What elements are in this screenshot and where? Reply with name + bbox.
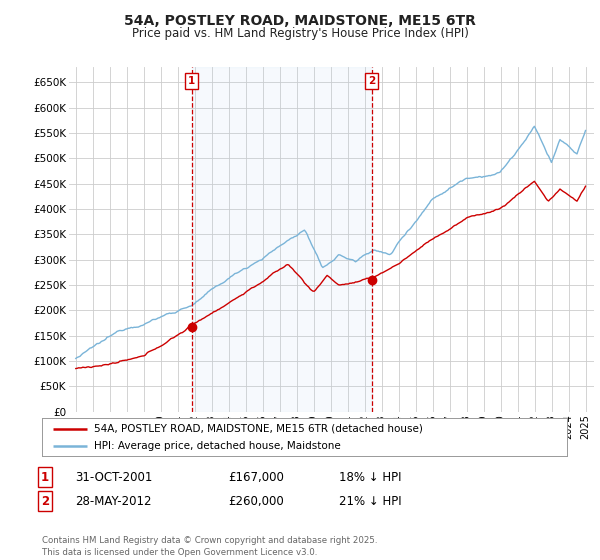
Text: £167,000: £167,000 — [228, 470, 284, 484]
Text: 2: 2 — [368, 76, 375, 86]
Bar — [192, 67, 371, 412]
Text: 21% ↓ HPI: 21% ↓ HPI — [339, 494, 401, 508]
Text: 28-MAY-2012: 28-MAY-2012 — [75, 494, 151, 508]
Text: £260,000: £260,000 — [228, 494, 284, 508]
Text: 1: 1 — [41, 470, 49, 484]
Text: HPI: Average price, detached house, Maidstone: HPI: Average price, detached house, Maid… — [95, 441, 341, 451]
Text: 18% ↓ HPI: 18% ↓ HPI — [339, 470, 401, 484]
Text: 2: 2 — [41, 494, 49, 508]
Text: Price paid vs. HM Land Registry's House Price Index (HPI): Price paid vs. HM Land Registry's House … — [131, 27, 469, 40]
Text: 54A, POSTLEY ROAD, MAIDSTONE, ME15 6TR (detached house): 54A, POSTLEY ROAD, MAIDSTONE, ME15 6TR (… — [95, 424, 424, 434]
Text: 54A, POSTLEY ROAD, MAIDSTONE, ME15 6TR: 54A, POSTLEY ROAD, MAIDSTONE, ME15 6TR — [124, 14, 476, 28]
Text: Contains HM Land Registry data © Crown copyright and database right 2025.
This d: Contains HM Land Registry data © Crown c… — [42, 536, 377, 557]
Text: 1: 1 — [188, 76, 196, 86]
Text: 31-OCT-2001: 31-OCT-2001 — [75, 470, 152, 484]
